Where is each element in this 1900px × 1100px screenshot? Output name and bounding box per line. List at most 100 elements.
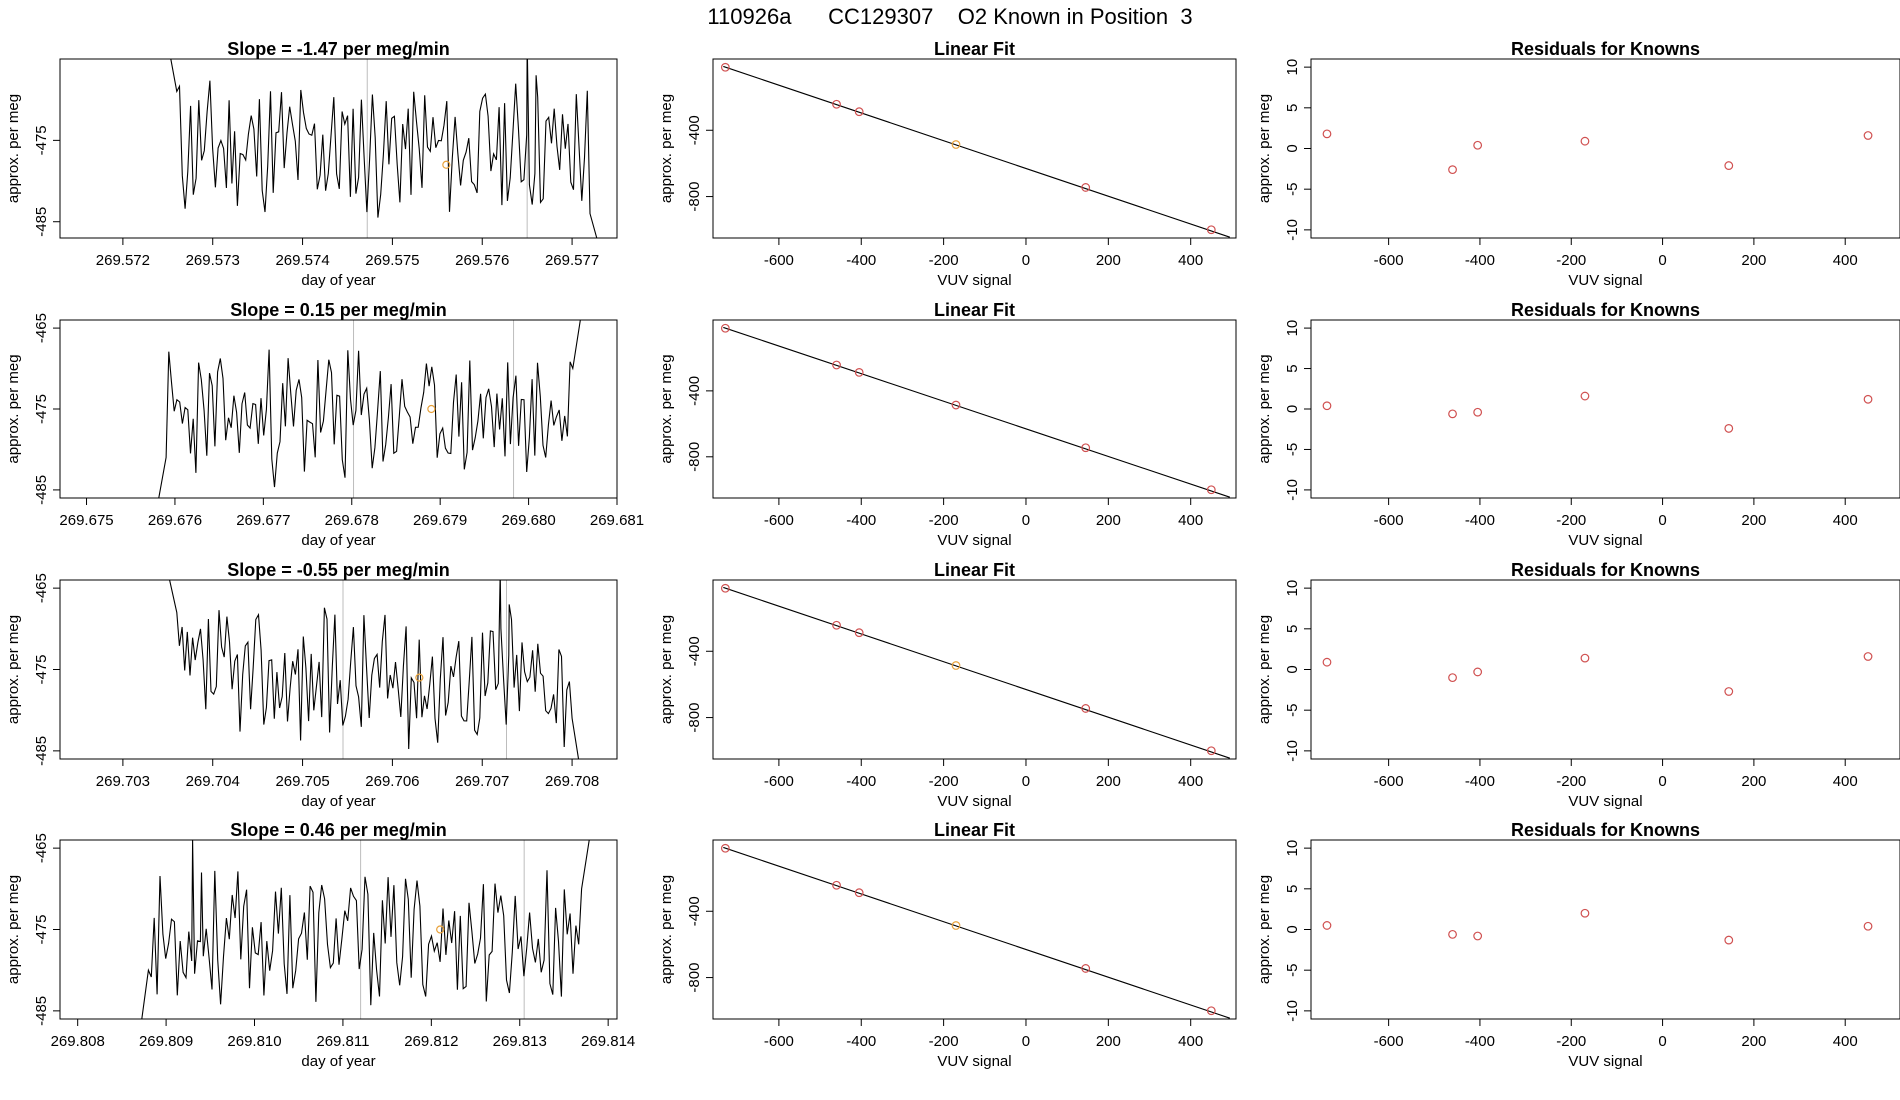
x-tick-label: 269.812 bbox=[404, 1033, 458, 1050]
y-tick-label: -10 bbox=[1284, 479, 1301, 501]
residual-point bbox=[1448, 409, 1457, 419]
x-tick-label: 269.575 bbox=[365, 252, 419, 269]
x-tick-label: 269.678 bbox=[325, 512, 379, 529]
x-tick-label: -600 bbox=[764, 773, 794, 790]
residual-point bbox=[1473, 140, 1483, 150]
x-axis-label: VUV signal bbox=[1568, 272, 1642, 289]
x-tick-label: -200 bbox=[1556, 773, 1586, 790]
y-axis-label: approx. per meg bbox=[5, 615, 22, 724]
x-tick-label: 269.577 bbox=[545, 252, 599, 269]
x-tick-label: 269.707 bbox=[455, 773, 509, 790]
y-tick-label: -10 bbox=[1284, 219, 1301, 241]
x-tick-label: -200 bbox=[929, 252, 959, 269]
panel-title: Slope = 0.46 per meg/min bbox=[230, 820, 447, 840]
known-point bbox=[854, 888, 864, 898]
x-tick-label: -400 bbox=[846, 773, 876, 790]
panel-residuals-3 bbox=[1304, 579, 1900, 766]
y-tick-label: -485 bbox=[33, 207, 50, 237]
y-tick-label: -485 bbox=[33, 736, 50, 766]
x-tick-label: -200 bbox=[1556, 512, 1586, 529]
plot-area bbox=[1322, 908, 1873, 945]
x-tick-label: 269.576 bbox=[455, 252, 509, 269]
panel-frame bbox=[1310, 58, 1900, 239]
x-tick-label: 200 bbox=[1096, 773, 1121, 790]
residual-point bbox=[1580, 908, 1590, 918]
residual-point bbox=[1322, 401, 1332, 411]
x-tick-label: -200 bbox=[929, 773, 959, 790]
y-tick-label: -465 bbox=[33, 313, 50, 343]
residual-point bbox=[1724, 161, 1734, 170]
panel-linear-fit-1 bbox=[706, 58, 1237, 245]
x-tick-label: 200 bbox=[1741, 512, 1766, 529]
x-tick-label: -200 bbox=[929, 1033, 959, 1050]
y-tick-label: 5 bbox=[1284, 625, 1301, 633]
known-point bbox=[951, 400, 961, 410]
x-tick-label: 200 bbox=[1096, 512, 1121, 529]
x-tick-label: 400 bbox=[1833, 1033, 1858, 1050]
x-tick-label: -600 bbox=[764, 512, 794, 529]
panel-time-series-3 bbox=[53, 579, 618, 766]
fit-line bbox=[723, 326, 1230, 498]
y-tick-label: 10 bbox=[1284, 580, 1301, 597]
residual-point bbox=[1473, 407, 1483, 417]
x-tick-label: 400 bbox=[1833, 512, 1858, 529]
y-tick-label: -485 bbox=[33, 475, 50, 505]
panel-title: Residuals for Knowns bbox=[1511, 560, 1700, 580]
y-tick-label: -800 bbox=[686, 703, 703, 733]
known-point bbox=[720, 323, 730, 333]
x-tick-label: -400 bbox=[846, 1033, 876, 1050]
y-tick-label: -400 bbox=[686, 376, 703, 406]
y-tick-label: -475 bbox=[33, 914, 50, 944]
x-tick-label: -600 bbox=[1374, 773, 1404, 790]
y-tick-label: -800 bbox=[686, 963, 703, 993]
x-tick-label: 400 bbox=[1178, 252, 1203, 269]
fit-line bbox=[723, 846, 1230, 1019]
known-point bbox=[720, 843, 730, 853]
panel-frame bbox=[1310, 319, 1900, 499]
panel-title: Residuals for Knowns bbox=[1511, 39, 1700, 59]
residual-point bbox=[1863, 652, 1873, 661]
panel-title: Linear Fit bbox=[934, 39, 1015, 59]
y-axis-label: approx. per meg bbox=[5, 94, 22, 203]
x-axis-label: day of year bbox=[301, 532, 375, 549]
y-axis-label: approx. per meg bbox=[658, 94, 675, 203]
x-tick-label: 269.681 bbox=[590, 512, 644, 529]
panel-frame bbox=[1310, 579, 1900, 760]
plot-area bbox=[720, 323, 1230, 498]
y-tick-label: 10 bbox=[1284, 840, 1301, 857]
fit-line bbox=[723, 586, 1230, 759]
x-tick-label: 269.706 bbox=[365, 773, 419, 790]
x-tick-label: 200 bbox=[1096, 252, 1121, 269]
x-tick-label: 269.680 bbox=[501, 512, 555, 529]
residual-point bbox=[1473, 931, 1483, 941]
y-tick-label: -5 bbox=[1284, 964, 1301, 977]
x-tick-label: 0 bbox=[1658, 252, 1666, 269]
known-point bbox=[832, 880, 841, 890]
x-axis-label: VUV signal bbox=[937, 1053, 1011, 1070]
y-axis-label: approx. per meg bbox=[658, 615, 675, 724]
y-tick-label: 5 bbox=[1284, 104, 1301, 112]
panel-frame bbox=[59, 839, 618, 1020]
reference-marker bbox=[436, 925, 445, 934]
known-point bbox=[1206, 1006, 1216, 1016]
x-tick-label: -600 bbox=[764, 1033, 794, 1050]
x-tick-label: -200 bbox=[1556, 1033, 1586, 1050]
y-tick-label: 5 bbox=[1284, 885, 1301, 893]
x-axis-label: VUV signal bbox=[937, 793, 1011, 810]
x-tick-label: -400 bbox=[846, 252, 876, 269]
x-tick-label: 269.814 bbox=[581, 1033, 635, 1050]
x-tick-label: -400 bbox=[1465, 252, 1495, 269]
data-trace bbox=[158, 320, 581, 498]
x-tick-label: -600 bbox=[764, 252, 794, 269]
panel-residuals-1 bbox=[1304, 58, 1900, 245]
data-trace bbox=[170, 59, 598, 238]
panel-residuals-2 bbox=[1304, 319, 1900, 505]
y-tick-label: -475 bbox=[33, 394, 50, 424]
residual-point bbox=[1724, 687, 1734, 696]
plot-area bbox=[170, 59, 598, 238]
reference-marker bbox=[427, 404, 436, 414]
x-tick-label: 400 bbox=[1178, 1033, 1203, 1050]
known-point bbox=[854, 628, 864, 638]
x-tick-label: 0 bbox=[1658, 512, 1666, 529]
